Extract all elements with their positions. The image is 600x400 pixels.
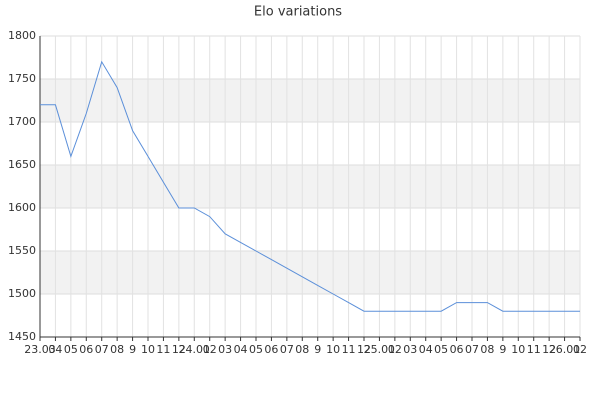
x-tick-label: 05 bbox=[434, 343, 448, 356]
x-tick-label: 02 bbox=[388, 343, 402, 356]
x-tick-label: 10 bbox=[326, 343, 340, 356]
x-tick-label: 04 bbox=[419, 343, 433, 356]
y-tick-label: 1650 bbox=[8, 158, 36, 171]
x-tick-label: 03 bbox=[218, 343, 232, 356]
x-tick-label: 08 bbox=[110, 343, 124, 356]
x-tick-label: 07 bbox=[465, 343, 479, 356]
x-tick-label: 11 bbox=[156, 343, 170, 356]
y-tick-label: 1600 bbox=[8, 201, 36, 214]
x-tick-label: 12 bbox=[357, 343, 371, 356]
y-tick-label: 1450 bbox=[8, 330, 36, 343]
x-tick-label: 24.01 bbox=[179, 343, 211, 356]
x-tick-label: 06 bbox=[264, 343, 278, 356]
y-tick-label: 1700 bbox=[8, 115, 36, 128]
line bbox=[40, 60, 580, 312]
x-tick-label: 06 bbox=[79, 343, 93, 356]
x-tick-label: 23.03 bbox=[24, 343, 56, 356]
x-tick-label: 9 bbox=[499, 343, 506, 356]
x-tick-label: 04 bbox=[234, 343, 248, 356]
grid-band bbox=[40, 79, 580, 122]
x-tick-label: 25.01 bbox=[364, 343, 396, 356]
x-tick-label: 08 bbox=[480, 343, 494, 356]
x-tick-label: 02 bbox=[203, 343, 217, 356]
chart-title: Elo variations bbox=[254, 5, 342, 20]
grid-band bbox=[40, 251, 580, 294]
x-tick-label: 08 bbox=[295, 343, 309, 356]
x-tick-label: 10 bbox=[511, 343, 525, 356]
x-tick-label: 11 bbox=[342, 343, 356, 356]
x-tick-label: 12 bbox=[172, 343, 186, 356]
x-tick-label: 9 bbox=[129, 343, 136, 356]
x-tick-label: 10 bbox=[141, 343, 155, 356]
grid-band bbox=[40, 165, 580, 208]
x-tick-label: 9 bbox=[314, 343, 321, 356]
x-tick-label: 07 bbox=[280, 343, 294, 356]
x-tick-label: 02 bbox=[573, 343, 587, 356]
x-tick-label: 11 bbox=[527, 343, 541, 356]
y-tick-label: 1550 bbox=[8, 244, 36, 257]
y-tick-label: 1750 bbox=[8, 72, 36, 85]
x-tick-label: 12 bbox=[542, 343, 556, 356]
x-tick-label: 03 bbox=[403, 343, 417, 356]
y-tick-label: 1800 bbox=[8, 29, 36, 42]
x-tick-label: 26.01 bbox=[549, 343, 581, 356]
x-tick-label: 06 bbox=[450, 343, 464, 356]
x-tick-label: 07 bbox=[95, 343, 109, 356]
x-tick-label: 05 bbox=[249, 343, 263, 356]
x-tick-label: 04 bbox=[48, 343, 62, 356]
x-tick-label: 05 bbox=[64, 343, 78, 356]
y-tick-label: 1500 bbox=[8, 287, 36, 300]
